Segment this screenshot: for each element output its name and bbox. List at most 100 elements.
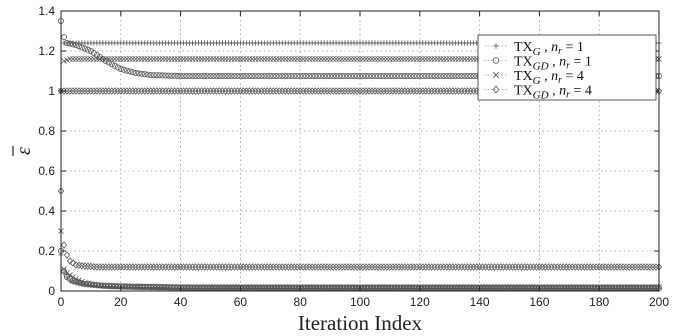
legend-label: TXG , nr = 4 xyxy=(514,69,584,87)
y-tick-label: 1 xyxy=(48,84,55,98)
data-point xyxy=(345,73,352,80)
data-point xyxy=(267,73,274,80)
data-point xyxy=(102,58,109,65)
x-tick-label: 0 xyxy=(58,295,65,309)
y-axis-title-text: ε xyxy=(13,147,35,155)
data-point xyxy=(461,73,468,80)
data-point xyxy=(195,73,202,80)
data-point xyxy=(84,46,91,53)
data-point xyxy=(204,73,211,80)
data-point xyxy=(422,73,429,80)
data-point xyxy=(470,73,477,80)
x-tick-label: 100 xyxy=(350,295,370,309)
data-point xyxy=(126,68,133,75)
legend-marker xyxy=(484,85,508,94)
data-point xyxy=(282,73,289,80)
x-tick-label: 120 xyxy=(410,295,430,309)
data-point xyxy=(192,73,199,80)
data-point xyxy=(354,73,361,80)
y-tick-label: 0.8 xyxy=(38,124,55,138)
data-point xyxy=(348,73,355,80)
x-tick-label: 20 xyxy=(114,295,128,309)
data-point xyxy=(180,73,187,80)
data-point xyxy=(165,72,172,79)
data-point xyxy=(342,73,349,80)
data-point xyxy=(359,73,366,80)
data-point xyxy=(78,44,85,51)
x-tick-label: 60 xyxy=(234,295,248,309)
data-point xyxy=(458,73,465,80)
data-point xyxy=(392,73,399,80)
data-point xyxy=(318,73,325,80)
data-point xyxy=(306,73,313,80)
data-point xyxy=(246,73,253,80)
data-point xyxy=(63,40,70,47)
data-point xyxy=(135,70,142,77)
data-point xyxy=(114,64,121,71)
data-point xyxy=(249,73,256,80)
data-point xyxy=(455,73,462,80)
grid xyxy=(61,11,659,291)
data-point xyxy=(61,266,67,272)
x-tick-label: 80 xyxy=(294,295,308,309)
data-point xyxy=(108,61,115,68)
legend-item: TXG , nr = 1 xyxy=(484,40,584,58)
legend-item: TXGD , nr = 1 xyxy=(484,55,592,73)
data-point xyxy=(234,73,241,80)
legend-label: TXGD , nr = 4 xyxy=(514,84,592,102)
data-point xyxy=(446,73,453,80)
data-point xyxy=(297,73,304,80)
data-point xyxy=(258,73,265,80)
data-point xyxy=(425,73,432,80)
data-point xyxy=(386,73,393,80)
data-point xyxy=(243,73,250,80)
data-point xyxy=(186,73,193,80)
x-tick-label: 200 xyxy=(649,295,669,309)
data-point xyxy=(150,72,157,79)
data-point xyxy=(90,50,97,57)
data-point xyxy=(312,73,319,80)
data-point xyxy=(67,278,73,284)
data-point xyxy=(330,73,337,80)
data-point xyxy=(117,66,124,73)
data-point xyxy=(339,73,346,80)
data-point xyxy=(261,73,268,80)
data-point xyxy=(183,73,190,80)
data-point xyxy=(407,73,414,80)
data-point xyxy=(336,73,343,80)
data-point xyxy=(264,73,271,80)
data-point xyxy=(231,73,238,80)
data-point xyxy=(174,72,181,79)
data-point xyxy=(237,73,244,80)
legend-marker xyxy=(484,71,508,79)
data-point xyxy=(270,73,277,80)
data-point xyxy=(440,73,447,80)
series-1 xyxy=(58,40,662,94)
data-point xyxy=(288,73,295,80)
data-point xyxy=(222,73,229,80)
data-point xyxy=(356,73,363,80)
data-point xyxy=(362,73,369,80)
data-point xyxy=(129,69,136,76)
legend-label: TXGD , nr = 1 xyxy=(514,55,592,73)
y-tick-label: 0.4 xyxy=(38,204,55,218)
y-tick-label: 1.2 xyxy=(38,44,55,58)
data-point xyxy=(240,73,247,80)
data-point xyxy=(213,73,220,80)
data-point xyxy=(419,73,426,80)
data-point xyxy=(207,73,214,80)
data-point xyxy=(153,72,160,79)
data-point xyxy=(159,72,166,79)
data-point xyxy=(351,73,358,80)
data-point xyxy=(69,259,77,267)
y-tick-label: 0.6 xyxy=(38,164,55,178)
legend-box xyxy=(477,34,657,101)
data-point xyxy=(303,73,310,80)
data-point xyxy=(431,73,438,80)
data-point xyxy=(276,73,283,80)
data-point xyxy=(389,73,396,80)
data-point xyxy=(315,73,322,80)
data-point xyxy=(66,40,73,47)
data-point xyxy=(132,70,139,77)
